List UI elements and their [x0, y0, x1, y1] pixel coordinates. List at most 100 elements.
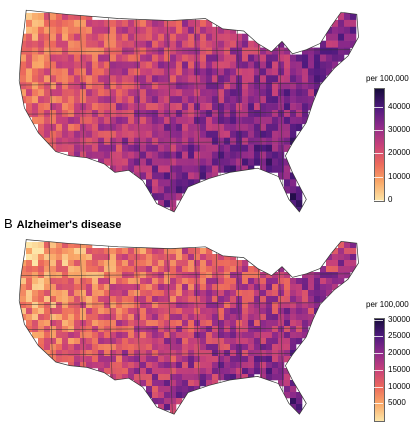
- county-cell: [260, 144, 267, 152]
- county-cell: [86, 332, 93, 339]
- county-cell: [176, 40, 183, 48]
- county-cell: [200, 158, 207, 166]
- county-cell: [302, 54, 309, 62]
- county-cell: [164, 75, 171, 83]
- county-cell: [62, 82, 69, 90]
- county-cell: [236, 296, 243, 303]
- county-cell: [212, 320, 219, 327]
- county-cell: [224, 344, 231, 351]
- county-cell: [212, 350, 219, 357]
- legend-b-title: per 100,000: [366, 300, 409, 309]
- county-cell: [122, 40, 129, 48]
- county-cell: [176, 75, 183, 83]
- county-cell: [146, 308, 153, 315]
- county-cell: [152, 165, 159, 173]
- county-cell: [230, 130, 237, 139]
- county-cell: [248, 40, 255, 48]
- county-cell: [38, 320, 45, 327]
- county-cell: [74, 61, 81, 69]
- county-cell: [62, 75, 69, 83]
- county-cell: [194, 380, 201, 387]
- county-cell: [212, 26, 219, 35]
- county-cell: [20, 284, 27, 291]
- county-cell: [212, 75, 219, 83]
- county-cell: [44, 68, 51, 76]
- county-cell: [188, 61, 195, 69]
- county-cell: [92, 320, 99, 327]
- county-cell: [254, 158, 261, 166]
- county-cell: [188, 165, 195, 173]
- county-cell: [200, 278, 207, 285]
- county-cell: [224, 290, 231, 297]
- county-cell: [44, 96, 51, 104]
- county-cell: [176, 144, 183, 152]
- county-cell: [194, 332, 201, 339]
- county-cell: [26, 260, 33, 267]
- county-cell: [236, 284, 243, 291]
- county-cell: [272, 89, 279, 97]
- county-cell: [164, 165, 171, 173]
- county-cell: [38, 254, 45, 261]
- county-cell: [134, 96, 141, 104]
- country-outline: [18, 9, 359, 213]
- county-cell: [74, 116, 81, 125]
- us-county-map-a[interactable]: [0, 0, 366, 216]
- county-cell: [284, 380, 291, 387]
- county-cell: [50, 12, 57, 21]
- county-cell: [104, 296, 111, 303]
- county-cell: [200, 314, 207, 321]
- county-cell: [290, 89, 297, 97]
- county-cell: [350, 12, 357, 21]
- county-cell: [98, 254, 105, 261]
- county-cell: [74, 284, 81, 291]
- county-cell: [116, 332, 123, 339]
- county-cell: [290, 110, 297, 118]
- county-cell: [302, 326, 309, 333]
- county-cell: [74, 137, 81, 145]
- county-cell: [332, 54, 339, 62]
- county-cell: [260, 320, 267, 327]
- county-cell: [230, 144, 237, 152]
- county-cell: [62, 33, 69, 41]
- county-cell: [266, 320, 273, 327]
- county-cell: [38, 290, 45, 297]
- county-cell: [284, 338, 291, 345]
- county-cell: [104, 40, 111, 48]
- county-cell: [128, 137, 135, 145]
- county-cell: [158, 54, 165, 62]
- county-cell: [332, 61, 339, 69]
- county-cell: [32, 116, 39, 125]
- county-cell: [116, 123, 123, 132]
- county-cell: [98, 89, 105, 97]
- county-cell: [194, 344, 201, 351]
- county-cell: [188, 296, 195, 303]
- county-cell: [278, 296, 285, 303]
- us-county-map-b[interactable]: [0, 216, 366, 420]
- county-cell: [290, 179, 297, 187]
- county-cell: [254, 110, 261, 118]
- county-cell: [308, 272, 315, 279]
- county-cell: [68, 82, 75, 90]
- county-cell: [158, 278, 165, 285]
- state-border: [166, 239, 173, 415]
- county-cell: [56, 144, 63, 152]
- county-cell: [260, 272, 267, 279]
- county-cell: [254, 151, 261, 159]
- county-cell: [62, 338, 69, 345]
- county-cell: [314, 47, 321, 55]
- county-cell: [224, 75, 231, 83]
- county-cell: [152, 144, 159, 152]
- county-cell: [188, 26, 195, 35]
- county-cell: [158, 179, 165, 187]
- county-cell: [122, 368, 129, 375]
- county-cell: [212, 172, 219, 180]
- county-cell: [200, 110, 207, 118]
- county-cell: [50, 278, 57, 285]
- county-cell: [302, 284, 309, 291]
- county-cell: [206, 40, 213, 48]
- county-cell: [158, 284, 165, 291]
- county-cell: [350, 33, 357, 41]
- county-cell: [146, 260, 153, 267]
- county-cell: [224, 130, 231, 139]
- county-cell: [110, 89, 117, 97]
